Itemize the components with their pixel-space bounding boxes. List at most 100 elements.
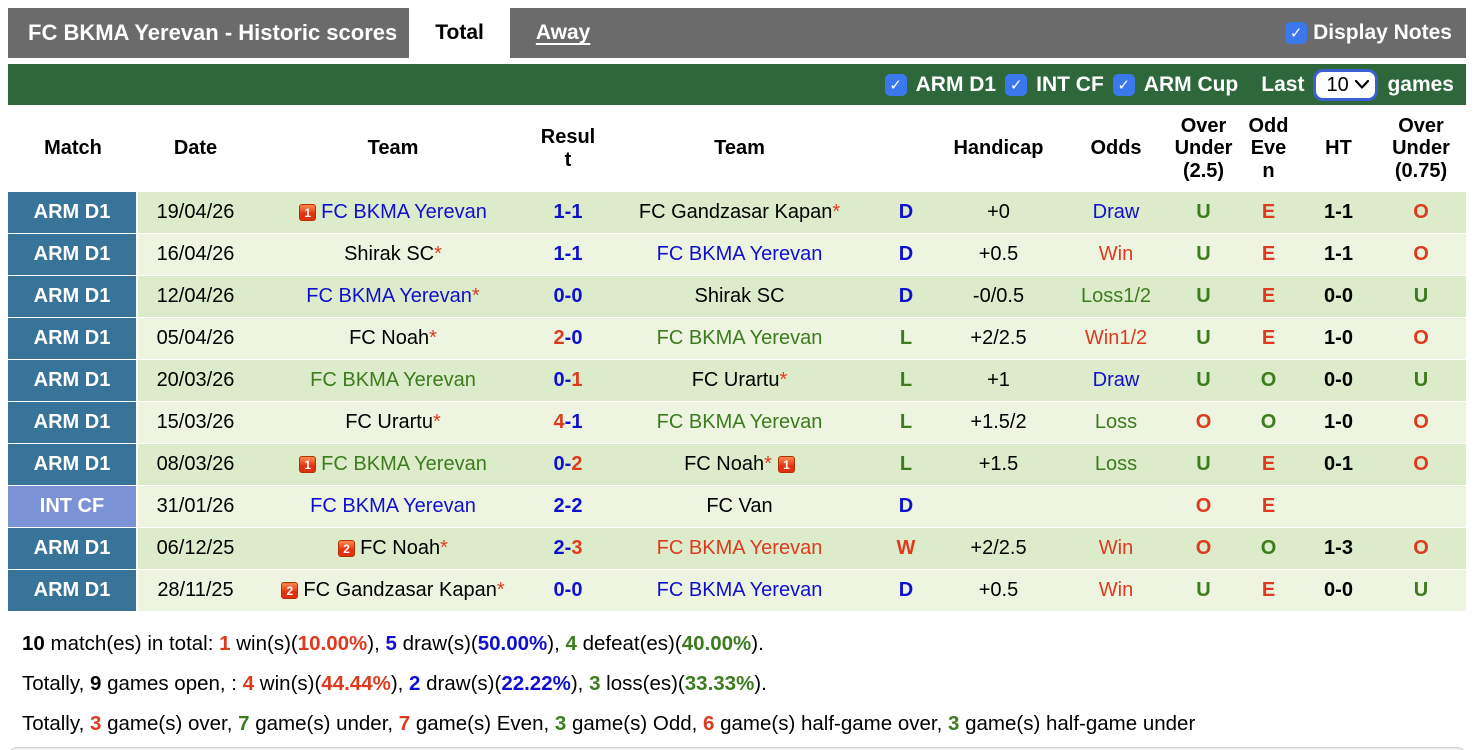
home-team-cell[interactable]: 2 FC Gandzasar Kapan * bbox=[253, 570, 533, 611]
away-team-cell[interactable]: FC Noah * 1 bbox=[603, 444, 876, 485]
odd-even-cell: E bbox=[1236, 234, 1301, 275]
handicap-cell: +0.5 bbox=[936, 570, 1061, 611]
home-team-cell[interactable]: FC BKMA Yerevan bbox=[253, 360, 533, 401]
match-league-cell[interactable]: ARM D1 bbox=[8, 570, 138, 611]
handicap-cell: +0 bbox=[936, 192, 1061, 233]
odd-even-cell: O bbox=[1236, 402, 1301, 443]
match-league-cell[interactable]: ARM D1 bbox=[8, 528, 138, 569]
away-team-name: FC BKMA Yerevan bbox=[656, 579, 823, 601]
home-team-cell[interactable]: 1 FC BKMA Yerevan bbox=[253, 444, 533, 485]
col-header-away-team: Team bbox=[714, 137, 765, 160]
away-team-name: FC BKMA Yerevan bbox=[656, 411, 823, 433]
home-team-cell[interactable]: FC BKMA Yerevan bbox=[253, 486, 533, 527]
odd-even-cell: E bbox=[1236, 486, 1301, 527]
match-date-cell: 05/04/26 bbox=[138, 318, 253, 359]
match-league-cell[interactable]: ARM D1 bbox=[8, 360, 138, 401]
home-team-cell[interactable]: 2 FC Noah * bbox=[253, 528, 533, 569]
tab-away[interactable]: Away bbox=[535, 21, 591, 44]
away-team-cell[interactable]: FC Gandzasar Kapan * bbox=[603, 192, 876, 233]
odd-even-cell: E bbox=[1236, 570, 1301, 611]
match-league-cell[interactable]: ARM D1 bbox=[8, 444, 138, 485]
handicap-cell: -0/0.5 bbox=[936, 276, 1061, 317]
match-league-cell[interactable]: ARM D1 bbox=[8, 234, 138, 275]
away-team-cell[interactable]: FC Van bbox=[603, 486, 876, 527]
league-checkbox-arm-d1[interactable]: ✓ bbox=[884, 73, 907, 96]
ht-cell: 0-0 bbox=[1301, 360, 1376, 401]
away-team-cell[interactable]: FC BKMA Yerevan bbox=[603, 570, 876, 611]
ht-cell bbox=[1301, 486, 1376, 527]
table-row: ARM D1 19/04/26 1 FC BKMA Yerevan 1-1 FC … bbox=[8, 192, 1466, 233]
league-checkbox-arm-cup[interactable]: ✓ bbox=[1112, 73, 1135, 96]
match-league-cell[interactable]: ARM D1 bbox=[8, 318, 138, 359]
result-score-cell: 0-1 bbox=[533, 360, 603, 401]
away-team-cell[interactable]: FC BKMA Yerevan bbox=[603, 234, 876, 275]
over-under-0-75-cell: O bbox=[1376, 444, 1466, 485]
home-team-name: FC BKMA Yerevan bbox=[321, 453, 487, 475]
away-team-name: FC Noah bbox=[684, 453, 765, 475]
table-row: ARM D1 16/04/26 Shirak SC * 1-1 FC BKMA Y… bbox=[8, 234, 1466, 275]
tab-bar: Total Away bbox=[409, 8, 616, 58]
col-header-match: Match bbox=[44, 137, 102, 160]
home-team-cell[interactable]: FC Noah * bbox=[253, 318, 533, 359]
match-league-cell[interactable]: ARM D1 bbox=[8, 402, 138, 443]
filter-bar: ✓ ARM D1 ✓ INT CF ✓ ARM Cup Last 10 game… bbox=[8, 64, 1466, 105]
over-under-0-75-cell: U bbox=[1376, 570, 1466, 611]
odd-even-cell: E bbox=[1236, 444, 1301, 485]
home-team-cell[interactable]: FC BKMA Yerevan * bbox=[253, 276, 533, 317]
match-league-cell[interactable]: INT CF bbox=[8, 486, 138, 527]
ht-cell: 1-1 bbox=[1301, 234, 1376, 275]
home-team-cell[interactable]: Shirak SC * bbox=[253, 234, 533, 275]
table-row: ARM D1 08/03/26 1 FC BKMA Yerevan 0-2 FC … bbox=[8, 444, 1466, 485]
home-team-name: FC BKMA Yerevan bbox=[310, 369, 476, 391]
games-count-select-wrapper: 10 bbox=[1313, 68, 1379, 101]
result-score-cell: 1-1 bbox=[533, 192, 603, 233]
away-team-cell[interactable]: FC BKMA Yerevan bbox=[603, 402, 876, 443]
result-score-cell: 2-0 bbox=[533, 318, 603, 359]
match-date-cell: 08/03/26 bbox=[138, 444, 253, 485]
away-team-cell[interactable]: FC BKMA Yerevan bbox=[603, 528, 876, 569]
odds-cell: Draw bbox=[1061, 192, 1171, 233]
wdl-cell: D bbox=[876, 570, 936, 611]
red-card-icon: 1 bbox=[777, 456, 795, 473]
table-row: ARM D1 05/04/26 FC Noah * 2-0 FC BKMA Yer… bbox=[8, 318, 1466, 359]
match-date-cell: 15/03/26 bbox=[138, 402, 253, 443]
ht-cell: 0-0 bbox=[1301, 276, 1376, 317]
wdl-cell: L bbox=[876, 360, 936, 401]
home-team-cell[interactable]: 1 FC BKMA Yerevan bbox=[253, 192, 533, 233]
away-team-name: FC BKMA Yerevan bbox=[656, 327, 823, 349]
over-under-2-5-cell: U bbox=[1171, 570, 1236, 611]
over-under-0-75-cell: O bbox=[1376, 402, 1466, 443]
table-row: ARM D1 15/03/26 FC Urartu * 4-1 FC BKMA Y… bbox=[8, 402, 1466, 443]
over-under-2-5-cell: O bbox=[1171, 528, 1236, 569]
home-team-cell[interactable]: FC Urartu * bbox=[253, 402, 533, 443]
col-header-date: Date bbox=[173, 137, 218, 160]
match-date-cell: 28/11/25 bbox=[138, 570, 253, 611]
away-team-name: FC BKMA Yerevan bbox=[656, 537, 823, 559]
table-row: ARM D1 28/11/25 2 FC Gandzasar Kapan * 0-0… bbox=[8, 570, 1466, 611]
tab-total[interactable]: Total bbox=[409, 8, 510, 58]
summary-line: 10 match(es) in total: 1 win(s)(10.00%),… bbox=[22, 632, 764, 655]
away-team-cell[interactable]: FC Urartu * bbox=[603, 360, 876, 401]
wdl-cell: L bbox=[876, 318, 936, 359]
away-team-name: FC Gandzasar Kapan bbox=[638, 201, 833, 223]
league-label-arm-cup: ARM Cup bbox=[1143, 72, 1239, 96]
away-team-cell[interactable]: Shirak SC bbox=[603, 276, 876, 317]
games-count-select[interactable]: 10 bbox=[1316, 71, 1376, 98]
away-team-cell[interactable]: FC BKMA Yerevan bbox=[603, 318, 876, 359]
odds-cell bbox=[1061, 486, 1171, 527]
odds-cell: Draw bbox=[1061, 360, 1171, 401]
display-notes-checkbox[interactable]: ✓ bbox=[1285, 22, 1308, 44]
league-checkbox-int-cf[interactable]: ✓ bbox=[1005, 73, 1028, 96]
match-league-cell[interactable]: ARM D1 bbox=[8, 276, 138, 317]
col-header-result: Result bbox=[540, 126, 596, 171]
away-team-name: FC Urartu bbox=[691, 369, 780, 391]
home-team-name: FC BKMA Yerevan bbox=[306, 285, 472, 307]
ht-cell: 0-1 bbox=[1301, 444, 1376, 485]
ht-cell: 0-0 bbox=[1301, 570, 1376, 611]
odds-cell: Win bbox=[1061, 234, 1171, 275]
odds-cell: Win bbox=[1061, 570, 1171, 611]
col-header-handicap: Handicap bbox=[953, 137, 1044, 160]
table-header-row: Match Date Team Result Team Handicap Odd… bbox=[8, 105, 1466, 192]
match-league-cell[interactable]: ARM D1 bbox=[8, 192, 138, 233]
